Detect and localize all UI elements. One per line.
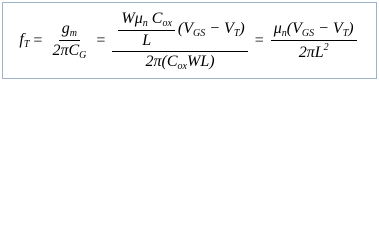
subscript: T [342,27,349,39]
term: gm [62,20,77,39]
denominator: 2π(CoxWL) [143,52,218,72]
denominator: L [139,31,154,50]
inner-fraction: Wμn Cox L [118,10,175,50]
subscript: T [233,28,240,39]
term: 2πCG [52,42,87,61]
subscript: GS [193,28,206,39]
subscript: ox [162,17,172,29]
numerator: Wμn Cox [118,10,175,31]
subscript: G [79,50,87,61]
lhs: fT [19,31,29,50]
equals-sign: = [33,31,43,49]
factor: (VGS − VT) [178,20,245,39]
superscript: 2 [323,41,329,53]
term: (VGS [287,20,314,39]
term: μn [274,20,287,39]
symbol: 2πC [52,42,80,59]
denominator: 2πL2 [296,41,332,62]
equals-sign: = [96,31,106,49]
term: Cox [148,10,172,29]
equation-box: fT = gm 2πCG = Wμn Cox L (VGS − VT) 2π(C… [2,2,377,79]
term: fT [19,31,30,50]
term: − VT [314,20,348,39]
symbol: − V [205,20,234,37]
symbol: 2πL [298,43,324,61]
symbol: − V [314,19,343,37]
term: ) [239,20,244,37]
term: ) [348,20,353,38]
subscript: n [281,27,287,39]
term: L [142,32,151,49]
subscript: T [23,39,30,50]
equation: fT = gm 2πCG = Wμn Cox L (VGS − VT) 2π(C… [19,10,359,72]
numerator: Wμn Cox L (VGS − VT) [112,10,248,52]
subscript: m [69,28,78,39]
fraction: μn (VGS − VT) 2πL2 [270,20,357,62]
numerator: μn (VGS − VT) [270,20,357,41]
term: Wμn [121,10,147,29]
term: 2πL2 [298,41,329,61]
equals-sign: = [254,31,264,49]
numerator: gm [58,20,81,41]
symbol: (V [177,20,193,37]
symbol: 2π(C [145,52,178,70]
symbol: ) [348,20,354,37]
denominator: 2πCG [49,41,89,61]
term: 2π(Cox [145,52,187,72]
symbol: WL) [187,52,215,70]
fraction: Wμn Cox L (VGS − VT) 2π(CoxWL) [112,10,248,72]
subscript: n [142,17,148,29]
symbol: g [61,20,70,37]
fraction: gm 2πCG [49,20,89,61]
symbol: L [142,31,152,49]
subscript: GS [301,27,315,39]
subscript: ox [177,60,187,72]
term: (VGS [177,20,206,39]
symbol: (V [286,19,302,37]
symbol: μ [273,19,282,37]
symbol: ) [239,20,245,37]
term: − VT [205,20,240,39]
symbol: f [19,31,24,48]
symbol: Wμ [121,9,143,27]
symbol: C [147,9,163,27]
term: WL) [187,53,215,70]
